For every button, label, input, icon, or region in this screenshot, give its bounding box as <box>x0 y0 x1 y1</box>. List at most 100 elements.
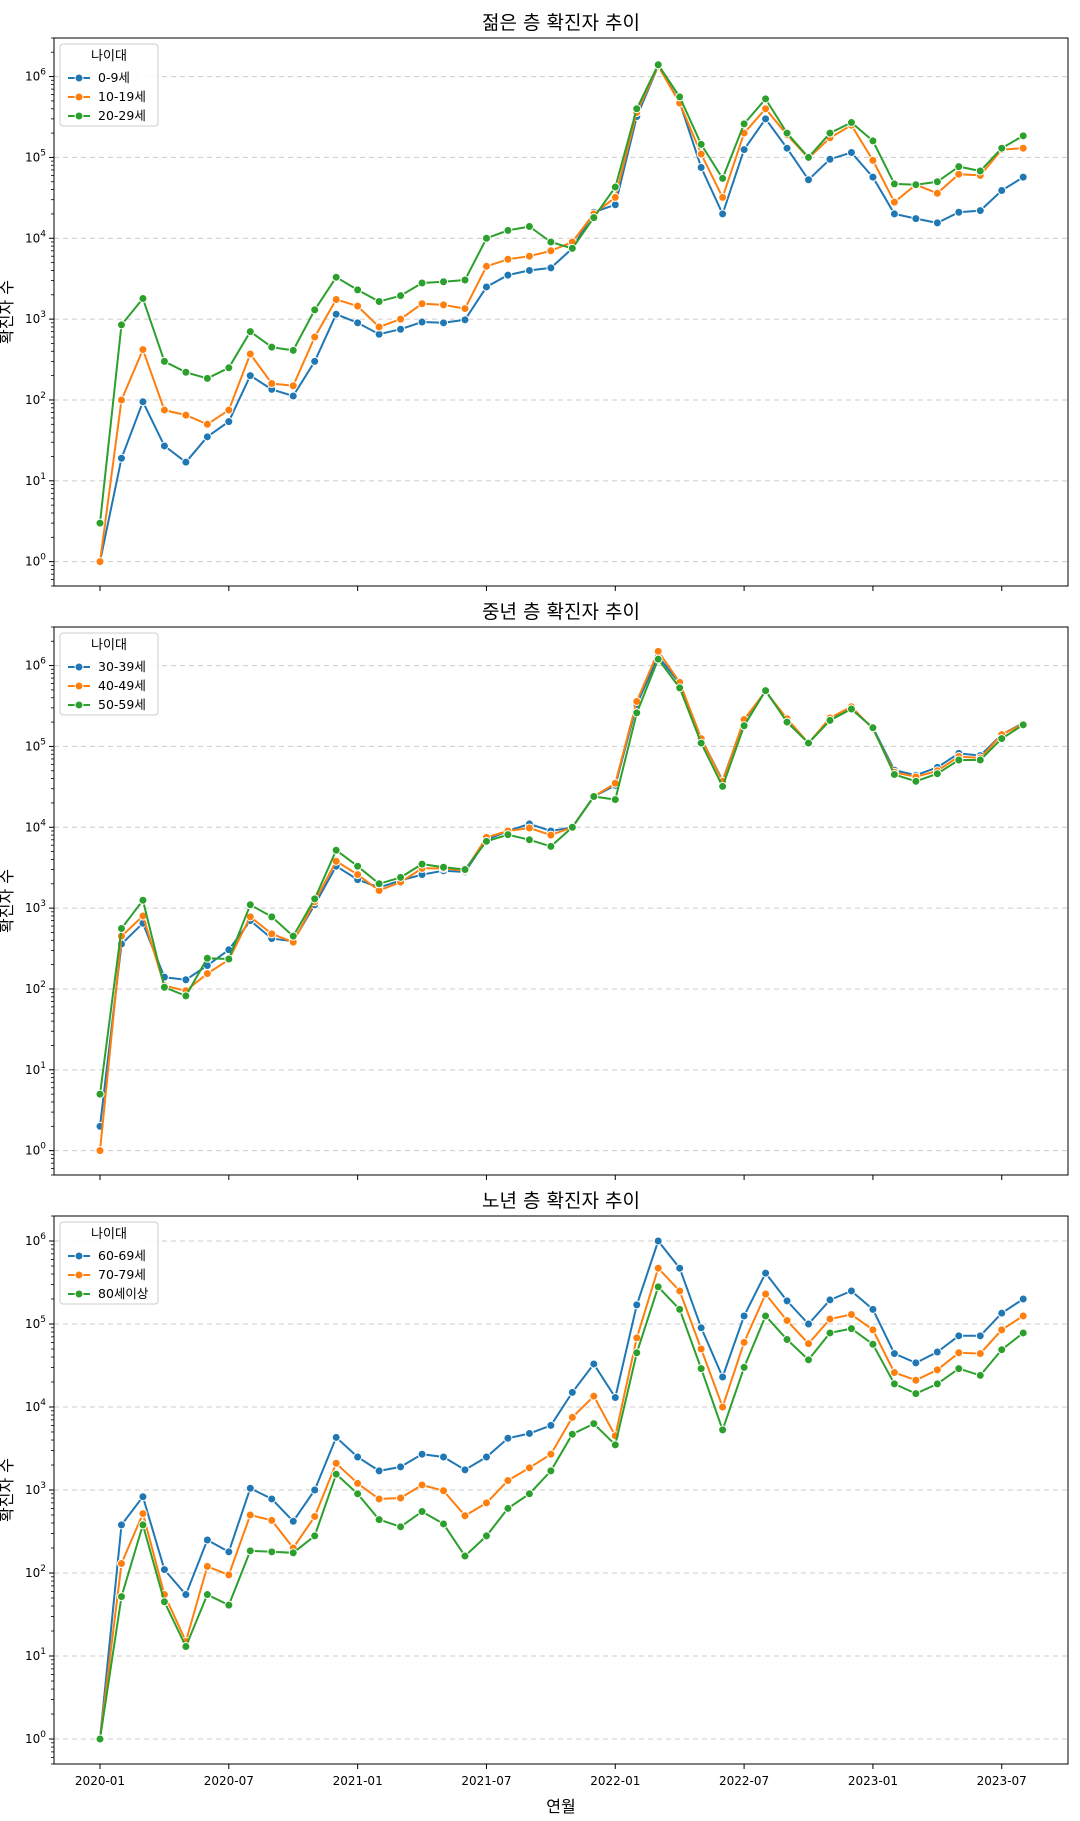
data-point <box>267 912 277 922</box>
data-point <box>954 169 964 179</box>
data-point <box>417 1507 427 1517</box>
data-point <box>439 1452 449 1462</box>
data-point <box>310 305 320 315</box>
data-point <box>546 1449 556 1459</box>
data-point <box>546 1420 556 1430</box>
data-point <box>288 381 298 391</box>
data-point <box>567 243 577 253</box>
data-point <box>696 1323 706 1333</box>
data-point <box>997 1308 1007 1318</box>
data-point <box>138 345 148 355</box>
series-line-2 <box>99 1266 1024 1740</box>
data-point <box>417 299 427 309</box>
data-point <box>460 1551 470 1561</box>
data-point <box>181 991 191 1001</box>
data-point <box>331 272 341 282</box>
y-tick-label: 104 <box>25 818 46 834</box>
data-point <box>846 148 856 158</box>
data-point <box>159 356 169 366</box>
data-point <box>224 417 234 427</box>
data-point <box>782 1296 792 1306</box>
data-point <box>224 405 234 415</box>
data-point <box>245 327 255 337</box>
data-point <box>718 209 728 219</box>
data-point <box>331 845 341 855</box>
y-tick-label: 102 <box>25 980 46 996</box>
data-point <box>761 1289 771 1299</box>
data-point <box>911 180 921 190</box>
data-point <box>181 1590 191 1600</box>
data-point <box>245 371 255 381</box>
data-point <box>696 139 706 149</box>
data-point <box>159 982 169 992</box>
data-point <box>245 1510 255 1520</box>
data-point <box>503 270 513 280</box>
data-point <box>524 823 534 833</box>
data-point <box>481 261 491 271</box>
data-point <box>761 1268 771 1278</box>
data-point <box>632 104 642 114</box>
data-point <box>202 432 212 442</box>
data-point <box>331 1432 341 1442</box>
data-point <box>632 1300 642 1310</box>
data-point <box>331 1469 341 1479</box>
data-point <box>782 143 792 153</box>
data-point <box>460 865 470 875</box>
series-line-3 <box>99 657 1024 1095</box>
data-point <box>911 1358 921 1368</box>
data-point <box>739 1311 749 1321</box>
data-point <box>353 1452 363 1462</box>
data-point <box>889 1349 899 1359</box>
legend-entry: 0-9세 <box>98 70 130 85</box>
legend-box <box>59 632 159 716</box>
data-point <box>202 1561 212 1571</box>
data-point <box>718 192 728 202</box>
legend-box <box>59 43 159 127</box>
data-point <box>846 704 856 714</box>
data-point <box>825 1314 835 1324</box>
data-point <box>396 872 406 882</box>
data-point <box>653 1282 663 1292</box>
data-point <box>267 378 277 388</box>
data-point <box>202 953 212 963</box>
y-axis-label: 확진자 수 <box>0 1458 16 1522</box>
data-point <box>116 1520 126 1530</box>
data-point <box>975 1331 985 1341</box>
series-line-2 <box>99 63 1024 562</box>
data-point <box>374 1515 384 1525</box>
data-point <box>868 155 878 165</box>
data-point <box>353 1478 363 1488</box>
chart-title: 젊은 층 확진자 추이 <box>482 12 640 34</box>
legend: 나이대 0-9세 10-19세 20-29세 <box>59 43 159 127</box>
legend-entry: 50-59세 <box>98 697 146 712</box>
data-point <box>975 1349 985 1359</box>
data-point <box>804 175 814 185</box>
data-point <box>439 277 449 287</box>
data-point <box>954 1364 964 1374</box>
data-point <box>975 755 985 765</box>
data-point <box>310 894 320 904</box>
data-point <box>288 391 298 401</box>
data-point <box>546 841 556 851</box>
data-point <box>245 1483 255 1493</box>
data-point <box>245 349 255 359</box>
data-point <box>889 179 899 189</box>
x-tick-label: 2022-01 <box>590 1774 640 1788</box>
data-point <box>718 781 728 791</box>
data-point <box>95 1734 105 1744</box>
data-point <box>503 225 513 235</box>
data-point <box>804 738 814 748</box>
data-point <box>804 1339 814 1349</box>
x-tick-label: 2022-07 <box>719 1774 769 1788</box>
data-point <box>610 1393 620 1403</box>
data-point <box>202 419 212 429</box>
data-point <box>396 1522 406 1532</box>
data-point <box>396 1493 406 1503</box>
y-tick-label: 106 <box>25 1232 46 1248</box>
x-tick-label: 2023-01 <box>848 1774 898 1788</box>
data-point <box>975 1370 985 1380</box>
data-point <box>761 104 771 114</box>
y-tick-label: 103 <box>25 310 46 326</box>
data-point <box>396 291 406 301</box>
data-point <box>439 1519 449 1529</box>
